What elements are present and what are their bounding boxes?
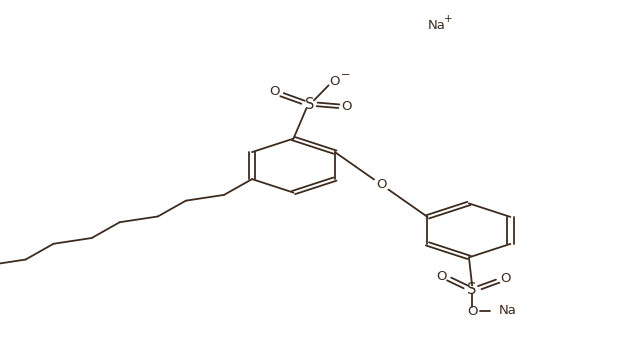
Text: O: O xyxy=(341,100,352,113)
Text: −: − xyxy=(341,69,350,80)
Text: O: O xyxy=(467,305,477,318)
Text: O: O xyxy=(436,270,447,283)
Text: O: O xyxy=(269,85,279,98)
Text: O: O xyxy=(376,178,387,191)
Text: O: O xyxy=(500,273,510,285)
Text: O: O xyxy=(330,75,340,87)
Text: Na: Na xyxy=(499,304,517,317)
Text: S: S xyxy=(468,282,477,297)
Text: +: + xyxy=(443,14,452,24)
Text: S: S xyxy=(305,97,314,112)
Text: Na: Na xyxy=(427,19,445,32)
